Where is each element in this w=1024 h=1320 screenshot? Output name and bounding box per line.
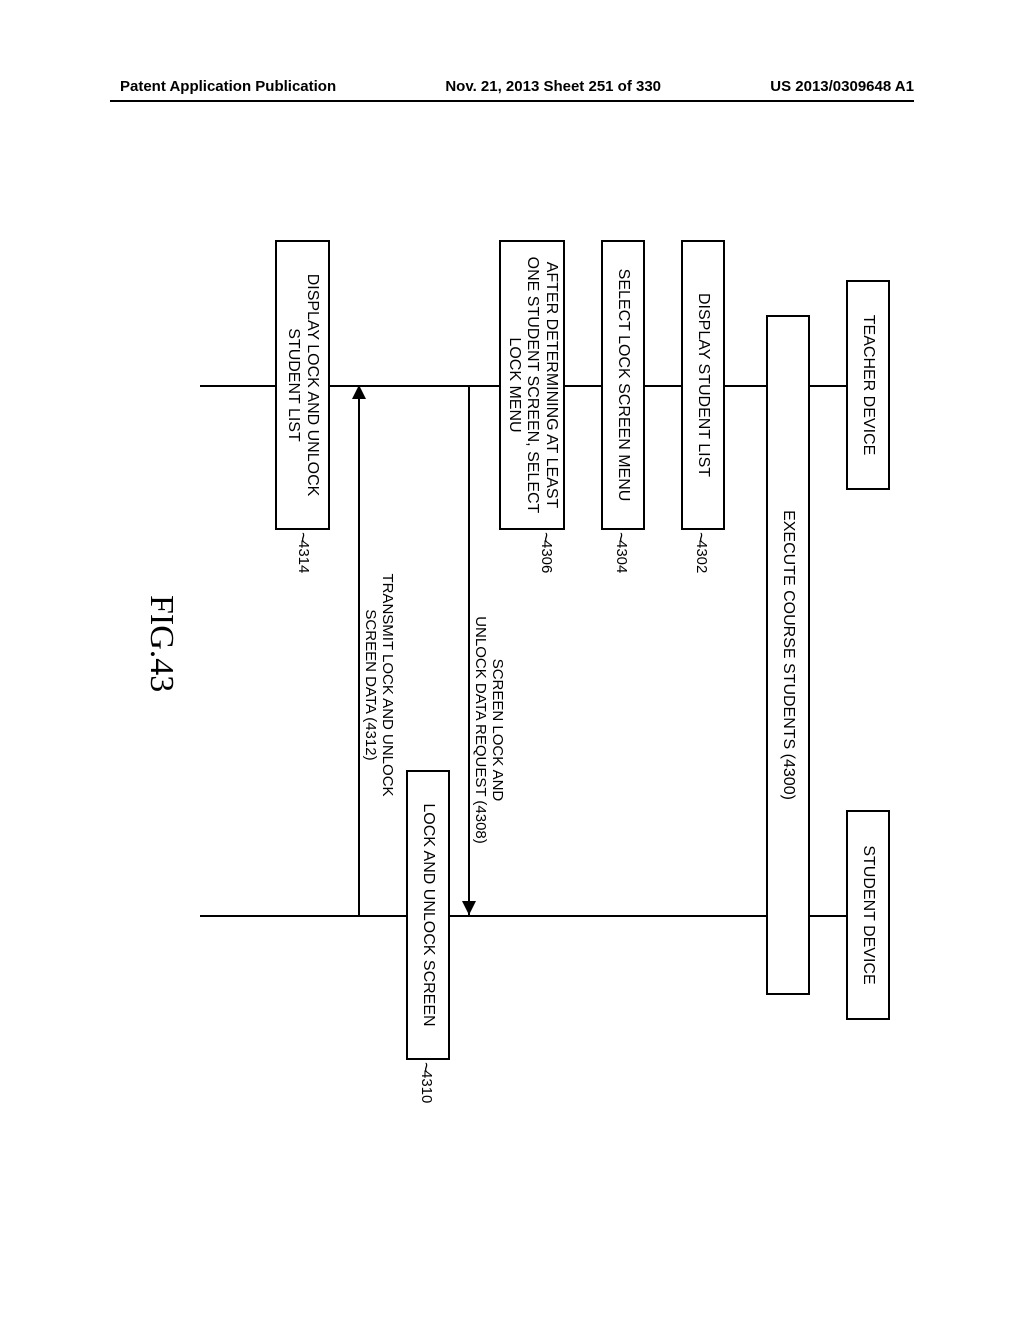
figure-label: FIG.43 (142, 595, 180, 692)
step-left-3: DISPLAY LOCK AND UNLOCKSTUDENT LIST (275, 240, 330, 530)
msg2-arrow-line (358, 385, 360, 915)
step-left-1: SELECT LOCK SCREEN MENU (601, 240, 645, 530)
teacher-device-box: TEACHER DEVICE (846, 280, 890, 490)
msg1-arrow-head (462, 901, 476, 915)
msg1-arrow-line (468, 385, 470, 915)
header-right: US 2013/0309648 A1 (770, 78, 914, 95)
ref-label-3: 4314 (295, 540, 312, 573)
msg1-label: SCREEN LOCK ANDUNLOCK DATA REQUEST (4308… (472, 580, 505, 880)
student-lifeline (200, 915, 846, 917)
ref-label-0: 4302 (693, 540, 710, 573)
step-left-0: DISPLAY STUDENT LIST (681, 240, 725, 530)
header-rule (110, 100, 914, 102)
ref-label-2: 4306 (538, 540, 555, 573)
page-header: Patent Application Publication Nov. 21, … (0, 78, 1024, 95)
execute-course-box: EXECUTE COURSE STUDENTS (4300) (766, 315, 810, 995)
student-device-box: STUDENT DEVICE (846, 810, 890, 1020)
msg2-arrow-head (352, 385, 366, 399)
step-right-box: LOCK AND UNLOCK SCREEN (406, 770, 450, 1060)
sequence-diagram: TEACHER DEVICE STUDENT DEVICE EXECUTE COUR… (120, 180, 900, 1160)
header-left: Patent Application Publication (120, 78, 336, 95)
msg2-label: TRANSMIT LOCK AND UNLOCKSCREEN DATA (431… (362, 535, 395, 835)
ref-label-1: 4304 (613, 540, 630, 573)
step-left-2: AFTER DETERMINING AT LEASTONE STUDENT SC… (499, 240, 565, 530)
ref-label-right: 4310 (418, 1070, 435, 1103)
header-center: Nov. 21, 2013 Sheet 251 of 330 (445, 78, 661, 95)
